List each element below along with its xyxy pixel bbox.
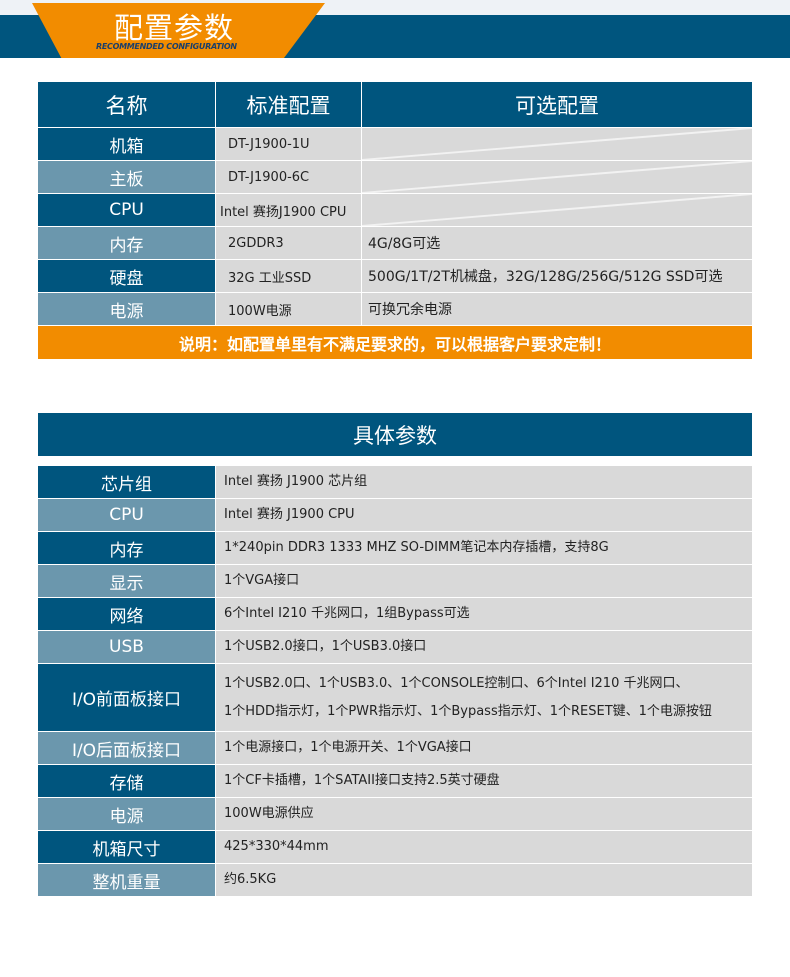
spec-value-line: 6个Intel I210 千兆网口，1组Bypass可选 [224,606,470,621]
spec-name: CPU [38,499,215,531]
row-name: 内存 [38,227,215,259]
section-banner: 配置参数 RECOMMENDED CONFIGURATION [32,3,325,58]
row-name: 硬盘 [38,260,215,292]
spec-value: 1个CF卡插槽，1个SATAII接口支持2.5英寸硬盘 [216,765,752,797]
row-name: 主板 [38,161,215,193]
specs-title: 具体参数 [38,413,752,456]
row-name: CPU [38,194,215,226]
standard-value: DT-J1900-6C [216,161,361,193]
spec-value-line: 1个CF卡插槽，1个SATAII接口支持2.5英寸硬盘 [224,773,500,788]
spec-value-line: 1个电源接口，1个电源开关、1个VGA接口 [224,740,472,755]
config-note: 说明：如配置单里有不满足要求的，可以根据客户要求定制！ [38,326,752,359]
standard-value: 100W电源 [216,293,361,325]
spec-value: 1个USB2.0口、1个USB3.0、1个CONSOLE控制口、6个Intel … [216,664,752,731]
column-header: 名称 [38,82,215,127]
row-name: 机箱 [38,128,215,160]
optional-value [362,161,752,193]
empty-cell-diagonal [362,194,752,226]
spec-value: 1个VGA接口 [216,565,752,597]
spec-value-line: 1个USB2.0接口，1个USB3.0接口 [224,639,427,654]
spec-value-line: 100W电源供应 [224,806,314,821]
optional-value [362,128,752,160]
spec-name: 网络 [38,598,215,630]
spec-name: 存储 [38,765,215,797]
spec-value-line: 1*240pin DDR3 1333 MHZ SO-DIMM笔记本内存插槽，支持… [224,540,609,555]
spec-value-line: 425*330*44mm [224,839,329,854]
spec-value: 1个电源接口，1个电源开关、1个VGA接口 [216,732,752,764]
spec-value: 425*330*44mm [216,831,752,863]
banner-title: 配置参数 [114,11,235,45]
spec-name: USB [38,631,215,663]
empty-cell-diagonal [362,161,752,193]
column-header: 可选配置 [362,82,752,127]
spec-value-line: 1个USB2.0口、1个USB3.0、1个CONSOLE控制口、6个Intel … [224,675,689,691]
spec-value: 约6.5KG [216,864,752,896]
spec-name: 电源 [38,798,215,830]
standard-value: 32G 工业SSD [216,260,361,292]
banner-subtitle: RECOMMENDED CONFIGURATION [96,42,237,51]
optional-value: 500G/1T/2T机械盘，32G/128G/256G/512G SSD可选 [362,260,752,292]
spec-name: 显示 [38,565,215,597]
standard-value: DT-J1900-1U [216,128,361,160]
spec-value: 1*240pin DDR3 1333 MHZ SO-DIMM笔记本内存插槽，支持… [216,532,752,564]
spec-value: Intel 赛扬 J1900 CPU [216,499,752,531]
spec-value: 6个Intel I210 千兆网口，1组Bypass可选 [216,598,752,630]
spec-name: 芯片组 [38,466,215,498]
spec-name: 内存 [38,532,215,564]
spec-value: 100W电源供应 [216,798,752,830]
spec-value-line: Intel 赛扬 J1900 CPU [224,507,355,522]
spec-name: 机箱尺寸 [38,831,215,863]
row-name: 电源 [38,293,215,325]
optional-value: 可换冗余电源 [362,293,752,325]
optional-value: 4G/8G可选 [362,227,752,259]
spec-value: 1个USB2.0接口，1个USB3.0接口 [216,631,752,663]
standard-value: 2GDDR3 [216,227,361,259]
optional-value [362,194,752,226]
spec-value-line: 约6.5KG [224,872,277,887]
spec-name: 整机重量 [38,864,215,896]
spec-value-line: Intel 赛扬 J1900 芯片组 [224,474,368,489]
spec-value-line: 1个HDD指示灯，1个PWR指示灯、1个Bypass指示灯、1个RESET键、1… [224,703,712,719]
spec-name: I/O后面板接口 [38,732,215,764]
column-header: 标准配置 [216,82,361,127]
empty-cell-diagonal [362,128,752,160]
spec-value-line: 1个VGA接口 [224,573,300,588]
spec-value: Intel 赛扬 J1900 芯片组 [216,466,752,498]
standard-value: Intel 赛扬J1900 CPU [216,194,361,226]
spec-name: I/O前面板接口 [38,664,215,731]
